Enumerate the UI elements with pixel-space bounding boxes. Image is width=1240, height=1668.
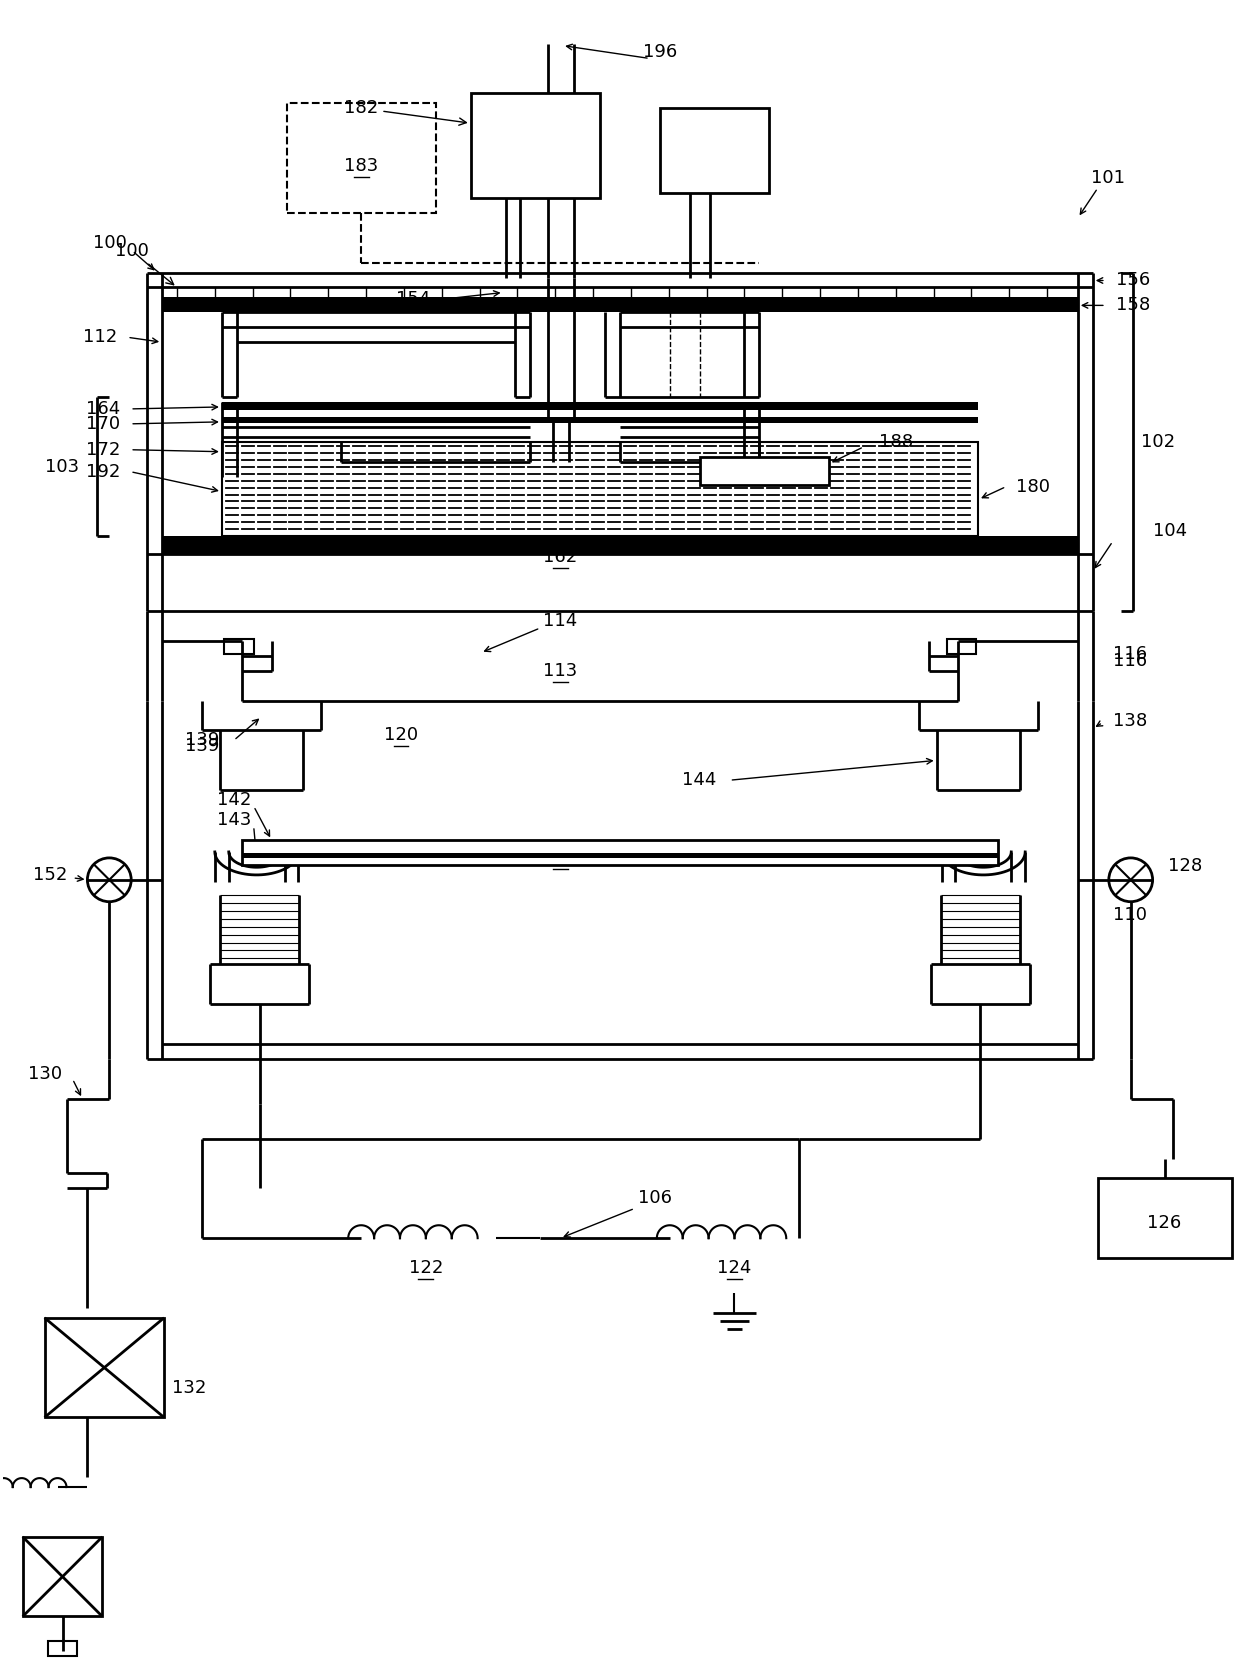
Text: 116: 116	[1112, 646, 1147, 662]
Text: 170: 170	[86, 415, 120, 432]
Text: 154: 154	[397, 290, 430, 309]
Text: 143: 143	[217, 811, 252, 829]
Text: 172: 172	[86, 440, 120, 459]
Text: 162: 162	[543, 549, 578, 565]
Bar	[162, 537, 1078, 554]
Text: 120: 120	[384, 727, 418, 744]
Text: 108: 108	[543, 849, 578, 867]
Text: 116: 116	[1112, 652, 1147, 671]
Bar	[222, 442, 978, 537]
Bar	[946, 639, 976, 654]
Text: 138: 138	[1112, 712, 1147, 729]
Bar	[162, 297, 1078, 312]
Text: 100: 100	[115, 242, 174, 285]
Bar	[222, 417, 978, 424]
Text: 112: 112	[83, 329, 118, 347]
Bar	[223, 639, 254, 654]
Bar	[471, 93, 600, 198]
Text: 182: 182	[343, 100, 466, 125]
Text: 188: 188	[879, 432, 913, 450]
Text: 122: 122	[409, 1259, 443, 1278]
Bar	[47, 1641, 77, 1656]
Text: 196: 196	[642, 42, 677, 60]
Text: 158: 158	[1116, 297, 1149, 314]
Text: 113: 113	[543, 662, 578, 681]
Bar	[660, 108, 769, 193]
Text: 156: 156	[1116, 272, 1149, 290]
Text: 152: 152	[33, 866, 67, 884]
Text: 183: 183	[343, 157, 378, 175]
Text: 144: 144	[682, 771, 717, 789]
Text: 104: 104	[1153, 522, 1187, 540]
Text: 130: 130	[29, 1064, 62, 1083]
Text: 164: 164	[86, 400, 120, 419]
Bar	[286, 103, 435, 214]
Text: 106: 106	[637, 1189, 672, 1208]
Text: 101: 101	[1091, 168, 1125, 187]
Text: 114: 114	[543, 612, 578, 631]
Bar	[222, 402, 978, 410]
Bar	[22, 1536, 103, 1616]
Bar	[242, 852, 998, 857]
Bar	[45, 1318, 164, 1418]
Bar	[699, 457, 830, 485]
Text: 126: 126	[1147, 1214, 1182, 1233]
Text: 110: 110	[1112, 906, 1147, 924]
Text: 128: 128	[1168, 857, 1202, 874]
Text: 102: 102	[1141, 432, 1174, 450]
Text: 124: 124	[717, 1259, 751, 1278]
Text: 142: 142	[217, 791, 252, 809]
Bar	[242, 841, 998, 866]
Text: 103: 103	[46, 457, 79, 475]
Text: 139: 139	[186, 732, 219, 749]
Bar	[242, 852, 998, 866]
Bar	[1097, 1179, 1233, 1258]
Text: 132: 132	[172, 1378, 206, 1396]
Text: 180: 180	[1017, 477, 1050, 495]
Text: 100: 100	[93, 234, 128, 252]
Text: 139: 139	[186, 737, 219, 756]
Text: 192: 192	[86, 462, 120, 480]
